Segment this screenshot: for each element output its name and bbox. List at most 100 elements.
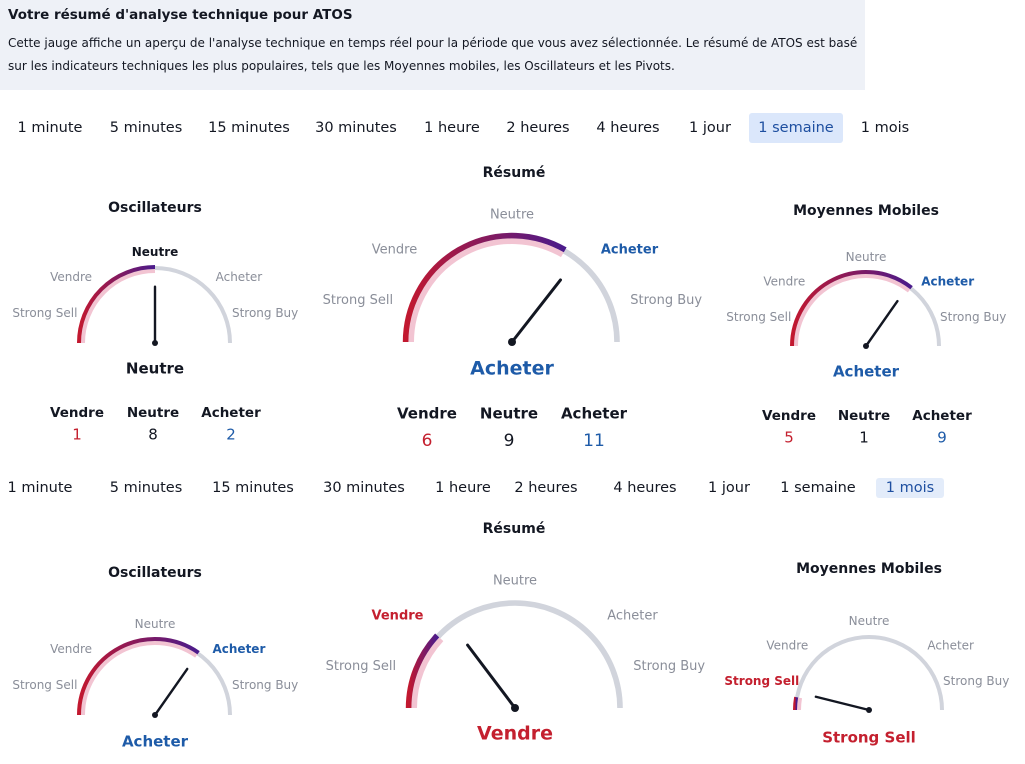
gauge-title: Oscillateurs [108, 565, 202, 581]
count-value: 11 [583, 431, 605, 451]
header-title: Votre résumé d'analyse technique pour AT… [8, 7, 353, 23]
count-value: 5 [784, 429, 794, 447]
gauge-result: Acheter [833, 363, 900, 381]
header: Votre résumé d'analyse technique pour AT… [0, 0, 865, 90]
time-tab[interactable]: 1 jour [708, 480, 750, 496]
count-label: Neutre [838, 408, 890, 424]
scale-label: Strong Sell [726, 310, 791, 324]
scale-label: Acheter [607, 609, 658, 624]
time-tab[interactable]: 4 heures [613, 480, 676, 496]
needle-hub [866, 707, 872, 713]
scale-label: Acheter [601, 243, 659, 258]
time-tab[interactable]: 1 minute [18, 120, 83, 136]
scale-label: Strong Buy [232, 678, 298, 692]
time-tab[interactable]: 1 semaine [758, 120, 834, 136]
gauge-fill [77, 265, 156, 344]
count-label: Neutre [127, 405, 179, 421]
scale-label: Strong Buy [633, 659, 705, 674]
gauge-title: Oscillateurs [108, 200, 202, 216]
scale-label: Vendre [763, 275, 805, 289]
gauge-track [794, 635, 944, 711]
header-description: Cette jauge affiche un aperçu de l'analy… [8, 36, 858, 50]
gauge-result: Vendre [477, 723, 553, 745]
scale-label: Neutre [132, 245, 179, 259]
time-tab[interactable]: 2 heures [514, 480, 577, 496]
count-label: Vendre [397, 405, 457, 423]
time-tab[interactable]: 1 heure [435, 480, 491, 496]
gauge-track [78, 638, 232, 716]
scale-label: Strong Sell [724, 674, 799, 688]
time-tab[interactable]: 5 minutes [110, 480, 183, 496]
gauge-result: Strong Sell [822, 729, 916, 747]
scale-label: Neutre [490, 207, 534, 222]
time-tab[interactable]: 30 minutes [323, 480, 405, 496]
time-tab[interactable]: 15 minutes [208, 120, 290, 136]
time-tab[interactable]: 4 heures [596, 120, 659, 136]
count-label: Acheter [201, 405, 261, 421]
time-tab[interactable]: 1 jour [689, 120, 731, 136]
gauge-result: Acheter [470, 358, 554, 380]
count-value: 1 [72, 426, 82, 444]
count-label: Neutre [480, 405, 538, 423]
scale-label: Acheter [216, 270, 263, 284]
gauge-fill-light [797, 697, 803, 711]
time-tab[interactable]: 2 heures [506, 120, 569, 136]
gauge-fill-light [81, 641, 198, 716]
time-tab[interactable]: 15 minutes [212, 480, 294, 496]
needle-hub [152, 712, 158, 718]
gauge-result: Acheter [122, 733, 189, 751]
needle-hub [863, 343, 869, 349]
scale-label: Acheter [921, 275, 974, 289]
needle [814, 695, 871, 712]
needle [510, 278, 562, 344]
summary-title: Résumé [483, 165, 546, 181]
header-description: sur les indicateurs techniques les plus … [8, 59, 675, 73]
count-value: 8 [148, 426, 158, 444]
scale-label: Neutre [493, 573, 537, 588]
time-tab[interactable]: 30 minutes [315, 120, 397, 136]
time-tab[interactable]: 1 semaine [780, 480, 856, 496]
gauge-fill [77, 637, 200, 716]
gauge-fill [405, 633, 440, 709]
count-label: Acheter [561, 405, 628, 423]
needle-hub [511, 704, 519, 712]
scale-label: Strong Sell [12, 306, 77, 320]
active-tab-bg [876, 478, 944, 498]
count-label: Vendre [50, 405, 104, 421]
scale-label: Acheter [927, 639, 974, 653]
scale-label: Vendre [50, 642, 92, 656]
scale-label: Strong Buy [943, 674, 1009, 688]
count-value: 2 [226, 426, 236, 444]
time-tab[interactable]: 1 heure [424, 120, 480, 136]
scale-label: Vendre [50, 270, 92, 284]
scale-label: Neutre [846, 250, 887, 264]
gauge-track [791, 271, 941, 347]
count-value: 9 [504, 431, 515, 451]
gauge-fill [402, 232, 567, 343]
gauge-fill-light [408, 238, 564, 343]
time-tab[interactable]: 5 minutes [110, 120, 183, 136]
scale-label: Strong Buy [940, 310, 1006, 324]
gauge-title: Moyennes Mobiles [793, 203, 939, 219]
needle [153, 667, 189, 717]
scale-label: Neutre [135, 617, 176, 631]
scale-label: Neutre [849, 614, 890, 628]
needle-hub [152, 340, 158, 346]
time-tab[interactable]: 1 minute [8, 480, 73, 496]
scale-label: Strong Sell [12, 678, 77, 692]
count-label: Vendre [762, 408, 816, 424]
count-label: Acheter [912, 408, 972, 424]
scale-label: Acheter [212, 642, 265, 656]
count-value: 1 [859, 429, 869, 447]
scale-label: Vendre [766, 639, 808, 653]
scale-label: Vendre [372, 243, 417, 258]
active-tab-bg [749, 113, 843, 143]
gauge-fill-light [81, 269, 156, 344]
time-tab[interactable]: 1 mois [886, 480, 934, 496]
gauge-fill-light [411, 637, 444, 709]
scale-label: Strong Sell [326, 659, 396, 674]
scale-label: Strong Buy [232, 306, 298, 320]
scale-label: Strong Sell [323, 293, 393, 308]
time-tab[interactable]: 1 mois [861, 120, 909, 136]
